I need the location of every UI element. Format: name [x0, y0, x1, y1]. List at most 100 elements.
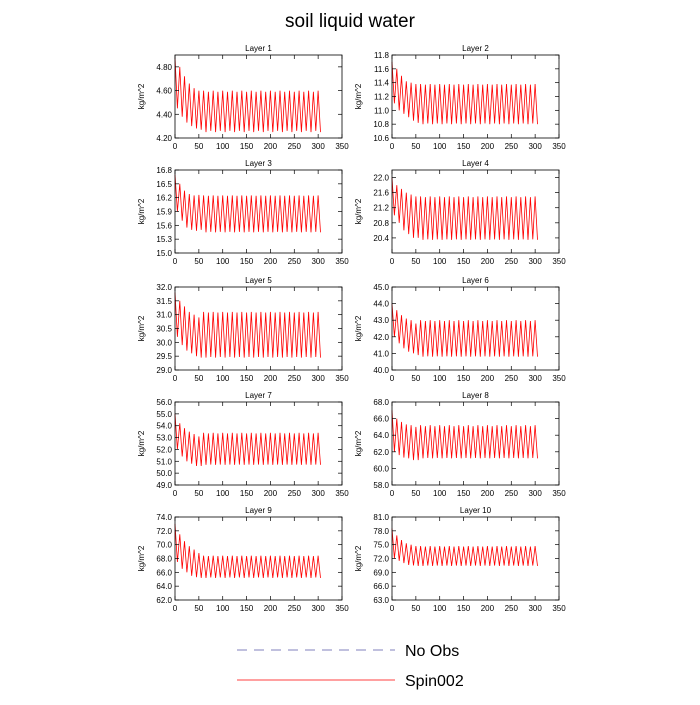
plot-frame: [391, 54, 560, 139]
y-tick-label: 66.0: [373, 415, 389, 424]
y-tick-label: 4.80: [156, 63, 172, 72]
y-tick-label: 11.4: [374, 79, 390, 88]
y-tick-label: 50.0: [156, 469, 172, 478]
y-tick-label: 20.8: [373, 219, 389, 228]
plot-frame: [391, 401, 560, 486]
x-tick-label: 100: [216, 257, 230, 266]
x-tick-label: 100: [433, 374, 447, 383]
y-tick-label: 55.0: [156, 410, 172, 419]
y-axis-label: kg/m^2: [137, 430, 146, 456]
x-tick-label: 350: [552, 142, 566, 151]
x-tick-label: 300: [528, 257, 542, 266]
y-axis-label: kg/m^2: [137, 198, 146, 224]
x-tick-label: 200: [481, 374, 495, 383]
y-tick-label: 4.60: [156, 87, 172, 96]
data-line: [391, 61, 538, 125]
x-tick-label: 350: [335, 257, 349, 266]
x-tick-label: 300: [528, 374, 542, 383]
y-tick-label: 66.0: [156, 568, 172, 577]
x-tick-label: 50: [194, 374, 203, 383]
y-tick-label: 60.0: [373, 464, 389, 473]
x-tick-label: 100: [433, 604, 447, 613]
y-tick-label: 74.0: [156, 513, 172, 522]
y-tick-label: 78.0: [373, 527, 389, 536]
x-tick-label: 50: [411, 142, 420, 151]
y-axis-label: kg/m^2: [354, 430, 363, 456]
y-tick-label: 64.0: [373, 431, 389, 440]
y-tick-label: 10.6: [373, 134, 389, 143]
y-tick-label: 41.0: [373, 349, 389, 358]
y-tick-label: 70.0: [156, 541, 172, 550]
x-tick-label: 200: [481, 604, 495, 613]
x-tick-label: 0: [390, 604, 395, 613]
x-tick-label: 100: [216, 374, 230, 383]
panel-title: Layer 1: [245, 44, 272, 53]
legend-label: No Obs: [405, 643, 459, 660]
x-tick-label: 250: [505, 374, 519, 383]
x-tick-label: 150: [240, 257, 254, 266]
x-tick-label: 200: [264, 142, 278, 151]
x-tick-label: 200: [264, 374, 278, 383]
y-tick-label: 49.0: [156, 481, 172, 490]
data-line: [391, 303, 538, 357]
x-tick-label: 0: [390, 257, 395, 266]
x-tick-label: 250: [288, 374, 302, 383]
data-line: [174, 174, 321, 233]
y-tick-label: 11.2: [374, 93, 390, 102]
x-tick-label: 150: [457, 257, 471, 266]
plot-frame: [391, 286, 560, 371]
x-tick-label: 150: [457, 142, 471, 151]
y-tick-label: 30.0: [156, 338, 172, 347]
x-tick-label: 50: [411, 257, 420, 266]
y-tick-label: 15.6: [156, 221, 172, 230]
y-tick-label: 69.0: [373, 568, 389, 577]
y-tick-label: 21.2: [373, 204, 389, 213]
x-tick-label: 100: [216, 604, 230, 613]
y-tick-label: 21.6: [373, 189, 389, 198]
y-tick-label: 15.0: [156, 249, 172, 258]
x-tick-label: 0: [173, 142, 178, 151]
y-axis-label: kg/m^2: [354, 83, 363, 109]
panel-title: Layer 4: [462, 159, 489, 168]
figure-title: soil liquid water: [285, 11, 416, 32]
panel-title: Layer 2: [462, 44, 489, 53]
x-tick-label: 50: [194, 489, 203, 498]
x-tick-label: 200: [264, 257, 278, 266]
y-tick-label: 30.5: [156, 325, 172, 334]
x-tick-label: 200: [264, 489, 278, 498]
plot-frame: [174, 401, 343, 486]
y-tick-label: 52.0: [156, 445, 172, 454]
y-tick-label: 16.2: [156, 194, 172, 203]
data-line: [174, 292, 321, 358]
y-tick-label: 51.0: [156, 457, 172, 466]
data-line: [174, 413, 321, 467]
plot-frame: [174, 54, 343, 139]
y-tick-label: 75.0: [373, 541, 389, 550]
x-tick-label: 50: [411, 489, 420, 498]
x-tick-label: 50: [411, 374, 420, 383]
data-line: [174, 523, 321, 578]
x-tick-label: 350: [552, 374, 566, 383]
y-tick-label: 16.5: [156, 180, 172, 189]
x-tick-label: 150: [240, 604, 254, 613]
x-tick-label: 150: [240, 489, 254, 498]
y-tick-label: 45.0: [373, 283, 389, 292]
y-tick-label: 68.0: [373, 398, 389, 407]
y-tick-label: 11.6: [374, 65, 390, 74]
x-tick-label: 150: [240, 142, 254, 151]
y-axis-label: kg/m^2: [137, 545, 146, 571]
y-tick-label: 31.5: [156, 297, 172, 306]
x-tick-label: 300: [311, 257, 325, 266]
y-tick-label: 62.0: [156, 596, 172, 605]
x-tick-label: 200: [264, 604, 278, 613]
panel-title: Layer 9: [245, 506, 272, 515]
panel-title: Layer 8: [462, 391, 489, 400]
x-tick-label: 50: [194, 604, 203, 613]
x-tick-label: 300: [311, 142, 325, 151]
x-tick-label: 350: [335, 142, 349, 151]
x-tick-label: 250: [288, 489, 302, 498]
y-tick-label: 64.0: [156, 582, 172, 591]
x-tick-label: 100: [433, 489, 447, 498]
plot-frame: [391, 169, 560, 254]
